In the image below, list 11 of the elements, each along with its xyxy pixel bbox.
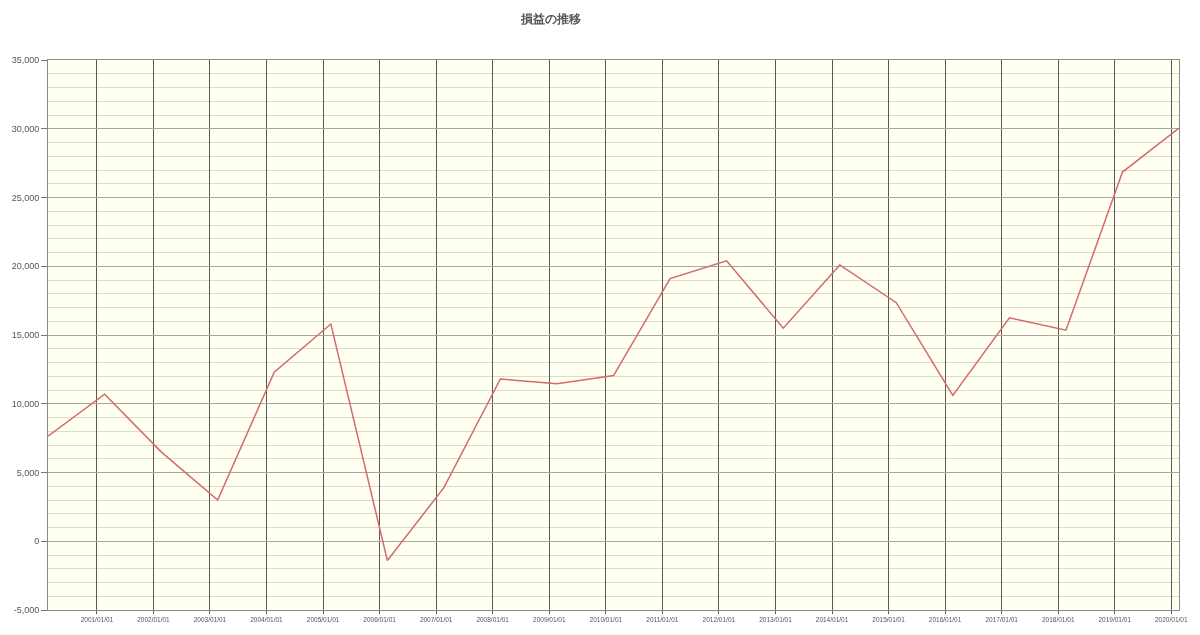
y-tick-label: -5,000 <box>13 605 40 616</box>
y-tick-label: 30,000 <box>11 123 40 134</box>
chart-title: 損益の推移 <box>519 12 581 26</box>
y-tick-label: 0 <box>34 536 40 547</box>
y-tick-label: 25,000 <box>11 192 40 203</box>
y-tick-label: 5,000 <box>16 467 40 478</box>
y-tick-label: 35,000 <box>11 55 40 66</box>
y-tick-label: 10,000 <box>11 398 40 409</box>
line-series <box>48 127 1179 562</box>
y-tick-label: 15,000 <box>11 330 40 341</box>
y-tick-label: 20,000 <box>11 261 40 272</box>
